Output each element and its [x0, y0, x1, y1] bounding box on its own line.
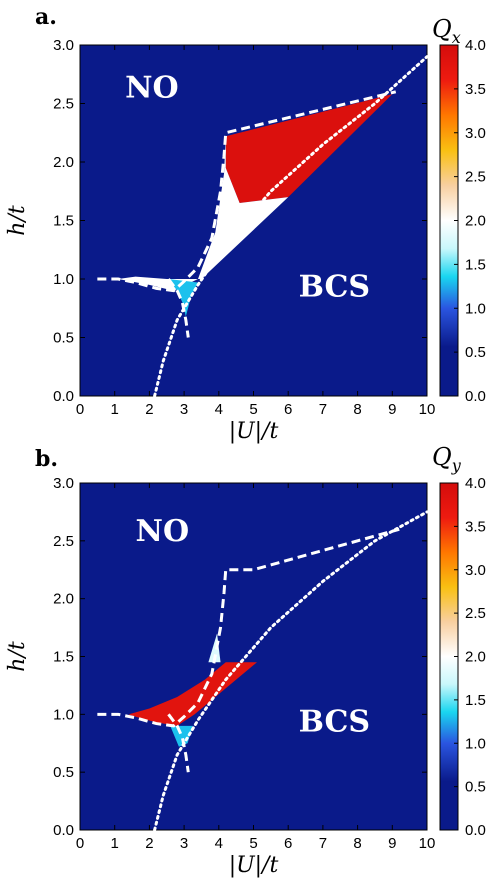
- colorbar-tick-label-b: 0.5: [465, 779, 486, 796]
- colorbar-title-a: Qx: [432, 15, 461, 47]
- colorbar-tick-label-b: 2.0: [465, 649, 486, 666]
- y-tick-label-b: 0.0: [53, 822, 74, 839]
- x-tick-label-b: 1: [111, 835, 119, 852]
- x-tick-label-a: 9: [388, 401, 396, 418]
- y-tick-label-b: 1.5: [53, 649, 74, 666]
- x-tick-label-a: 0: [76, 401, 84, 418]
- boundary-dashed-b-2: [167, 713, 190, 773]
- colorbar-title-b: Qy: [432, 443, 462, 475]
- y-axis-label-a: h/t: [5, 205, 30, 236]
- y-tick-label-b: 1.0: [53, 706, 74, 723]
- x-tick-label-a: 8: [353, 401, 361, 418]
- y-tick-label-b: 0.5: [53, 764, 74, 781]
- colorbar-tick-label-a: 4.0: [465, 37, 486, 54]
- heatmap-region-b-3: [170, 725, 193, 747]
- region-label-no-b: NO: [136, 514, 190, 549]
- x-tick-label-b: 5: [249, 835, 257, 852]
- x-tick-label-b: 4: [215, 835, 223, 852]
- y-tick-label-a: 0.5: [53, 330, 74, 347]
- y-tick-label-a: 1.5: [53, 213, 74, 230]
- x-axis-label-b: |U|/t: [229, 853, 279, 878]
- panel-b: b. Qy NO BCS 0 1 2 3 4 5 6 7 8 9 10 0.0 0.5 1.0 1.5 2.0…: [5, 443, 486, 878]
- colorbar-tick-label-a: 1.0: [465, 300, 486, 317]
- y-tick-label-a: 2.5: [53, 96, 74, 113]
- colorbar-tick-label-a: 0.5: [465, 344, 486, 361]
- x-tick-label-b: 0: [76, 835, 84, 852]
- heatmap-region-b-2: [128, 662, 257, 726]
- colorbar-tick-label-b: 2.5: [465, 605, 486, 622]
- heatmap-region-a-2: [118, 136, 289, 291]
- x-tick-label-a: 3: [180, 401, 188, 418]
- colorbar-tick-label-a: 1.5: [465, 256, 486, 273]
- x-tick-label-b: 6: [284, 835, 292, 852]
- colorbar-tick-label-b: 0.0: [465, 822, 486, 839]
- y-tick-label-b: 2.0: [53, 591, 74, 608]
- x-tick-label-b: 3: [180, 835, 188, 852]
- plot-area-b: [79, 482, 428, 831]
- colorbar-title-a-sub: x: [452, 28, 461, 47]
- colorbar-title-b-sub: y: [451, 456, 462, 475]
- panel-a: a. Qx NO BCS 0 1 2 3 4 5 6 7 8 9 10 0.0 0.5 1.0 1.5 2.0…: [5, 4, 486, 444]
- colorbar-title-a-main: Q: [432, 15, 452, 43]
- x-tick-label-a: 7: [319, 401, 327, 418]
- colorbar-tick-label-a: 2.5: [465, 169, 486, 186]
- x-tick-label-b: 9: [388, 835, 396, 852]
- y-tick-label-a: 1.0: [53, 271, 74, 288]
- x-tick-label-a: 10: [419, 401, 436, 418]
- region-label-bcs-b: BCS: [299, 705, 370, 740]
- colorbar-tick-label-a: 2.0: [465, 213, 486, 230]
- boundary-dotted-a-3: [153, 55, 429, 398]
- colorbar-tick-label-a: 3.0: [465, 125, 486, 142]
- colorbar-tick-label-a: 0.0: [465, 388, 486, 405]
- x-tick-label-b: 2: [145, 835, 153, 852]
- y-tick-label-a: 0.0: [53, 388, 74, 405]
- colorbar-tick-label-a: 3.5: [465, 81, 486, 98]
- colorbar-tick-label-b: 4.0: [465, 475, 486, 492]
- colorbar-title-b-main: Q: [432, 443, 452, 471]
- colorbar-tick-label-b: 3.0: [465, 562, 486, 579]
- boundary-dotted-b-3: [153, 510, 429, 832]
- colorbar-tick-label-b: 3.5: [465, 518, 486, 535]
- colorbar-tick-label-b: 1.0: [465, 735, 486, 752]
- colorbar-tick-label-b: 1.5: [465, 692, 486, 709]
- boundary-dashed-a-1: [97, 90, 397, 293]
- x-tick-label-b: 7: [319, 835, 327, 852]
- region-label-bcs-a: BCS: [299, 270, 370, 305]
- y-tick-label-b: 2.5: [53, 533, 74, 550]
- heatmap-region-a-3: [168, 279, 198, 317]
- y-axis-label-b: h/t: [5, 641, 30, 672]
- x-tick-label-a: 5: [249, 401, 257, 418]
- x-tick-label-a: 1: [111, 401, 119, 418]
- x-tick-label-b: 10: [419, 835, 436, 852]
- region-label-no-a: NO: [125, 71, 179, 106]
- x-tick-label-b: 8: [353, 835, 361, 852]
- y-tick-label-b: 3.0: [53, 475, 74, 492]
- x-tick-label-a: 2: [145, 401, 153, 418]
- panel-label-b: b.: [35, 446, 58, 472]
- y-tick-label-a: 3.0: [53, 37, 74, 54]
- y-tick-label-a: 2.0: [53, 154, 74, 171]
- x-tick-label-a: 4: [215, 401, 223, 418]
- panel-label-a: a.: [35, 4, 57, 30]
- x-tick-label-a: 6: [284, 401, 292, 418]
- x-axis-label-a: |U|/t: [229, 419, 279, 444]
